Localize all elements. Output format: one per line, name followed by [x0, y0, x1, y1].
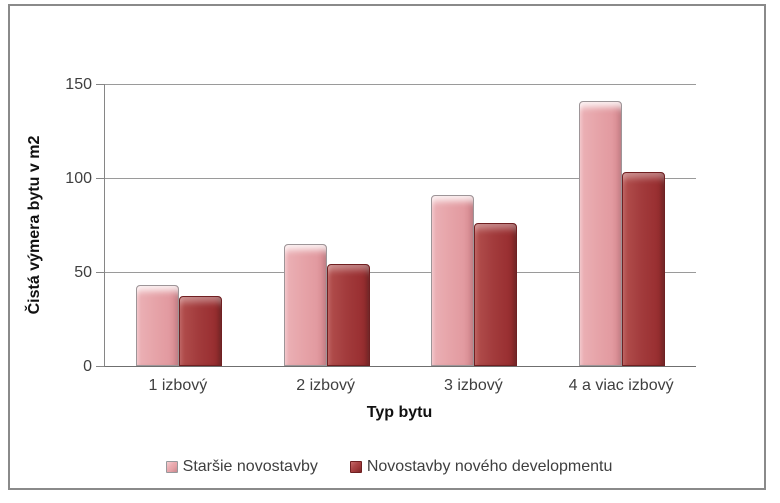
gridline-100: [105, 178, 696, 179]
y-axis-title: Čistá výmera bytu v m2: [26, 135, 43, 315]
y-tick-mark-100: [96, 178, 104, 179]
y-tick-mark-50: [96, 272, 104, 273]
y-tick-mark-0: [96, 366, 104, 367]
gridline-150: [105, 84, 696, 85]
bar-series0-cat0: [135, 285, 179, 366]
x-category-label-2: 3 izbový: [444, 377, 503, 394]
legend-item-0: Staršie novostavby: [165, 458, 318, 476]
gridline-50: [105, 272, 696, 273]
bar-series1-cat2: [474, 223, 518, 366]
legend: Staršie novostavby Novostavby nového deve…: [10, 458, 768, 476]
legend-label: Novostavby nového developmentu: [366, 458, 613, 475]
x-category-label-3: 4 a viac izbový: [568, 377, 674, 394]
x-axis-title: Typ bytu: [366, 404, 433, 421]
plot-area: [104, 84, 696, 367]
x-category-label-1: 2 izbový: [296, 377, 355, 394]
bar-series1-cat3: [622, 172, 666, 366]
legend-item-1: Novostavby nového developmentu: [349, 458, 613, 476]
y-tick-label-100: 100: [65, 170, 92, 187]
bar-series0-cat2: [431, 194, 475, 366]
bar-series1-cat0: [178, 296, 222, 366]
bar-series1-cat1: [326, 264, 370, 366]
y-tick-label-150: 150: [65, 76, 92, 93]
legend-label: Staršie novostavby: [182, 458, 318, 475]
bar-series0-cat1: [283, 243, 327, 366]
y-tick-label-50: 50: [74, 264, 92, 281]
x-category-label-0: 1 izbový: [148, 377, 208, 394]
y-tick-mark-150: [96, 84, 104, 85]
legend-swatch: [349, 461, 362, 473]
bar-series0-cat3: [579, 100, 623, 366]
legend-swatch: [165, 461, 178, 473]
y-tick-label-0: 0: [83, 358, 92, 375]
